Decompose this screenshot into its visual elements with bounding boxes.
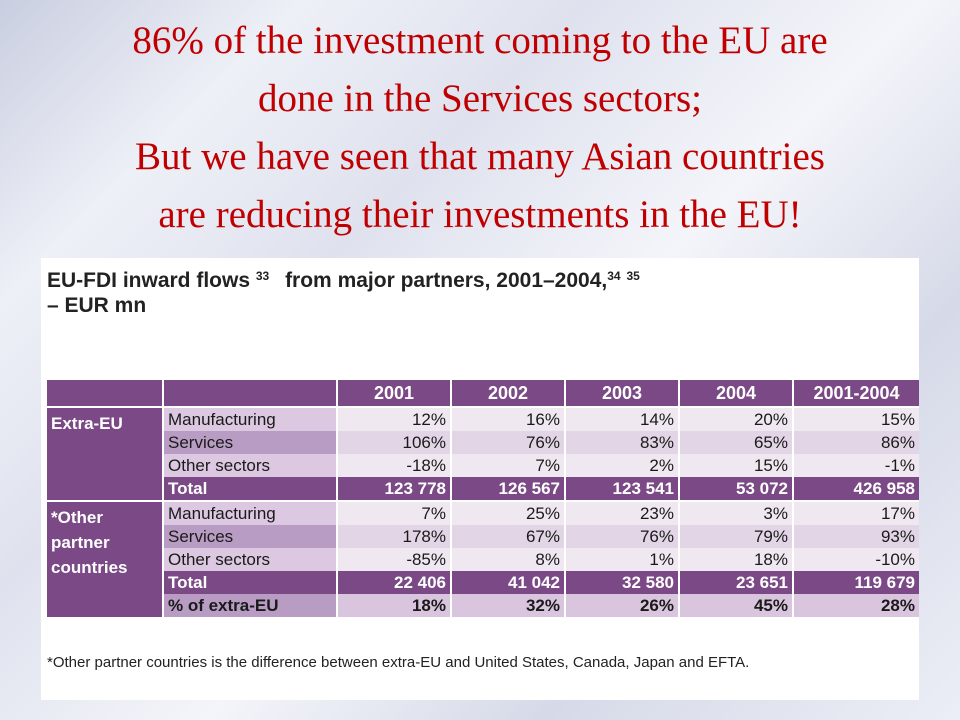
- table-title-part1: EU-FDI inward flows: [47, 269, 251, 292]
- cell: 1%: [566, 548, 678, 571]
- cell: 17%: [794, 502, 919, 525]
- fdi-table: 2001 2002 2003 2004 2001-2004 Extra-EU M…: [45, 380, 919, 617]
- group-label-other-partners: *Other partner countries: [47, 502, 162, 617]
- table-row: Extra-EU Manufacturing 12% 16% 14% 20% 1…: [47, 408, 919, 500]
- cell: 26%: [566, 594, 678, 617]
- table-title: EU-FDI inward flows 33 from major partne…: [47, 268, 917, 318]
- cell: 65%: [680, 431, 792, 454]
- title-line: are reducing their investments in the EU…: [158, 193, 802, 236]
- col-header: 2004: [680, 380, 792, 406]
- title-line: But we have seen that many Asian countri…: [135, 135, 825, 178]
- cell: 93%: [794, 525, 919, 548]
- cell: 14%: [566, 408, 678, 431]
- footnote-ref-35: 35: [626, 269, 640, 283]
- row-label: Services: [164, 525, 336, 548]
- cell: 123 778: [338, 477, 450, 500]
- cell: 16%: [452, 408, 564, 431]
- cell: 83%: [566, 431, 678, 454]
- cell: 22 406: [338, 571, 450, 594]
- col-header: 2003: [566, 380, 678, 406]
- row-label: % of extra-EU: [164, 594, 336, 617]
- cell: 8%: [452, 548, 564, 571]
- footnote-ref-34: 34: [607, 269, 621, 283]
- cell: 2%: [566, 454, 678, 477]
- cell: 12%: [338, 408, 450, 431]
- cell: 123 541: [566, 477, 678, 500]
- cell: 3%: [680, 502, 792, 525]
- table-row: Services 106% 76% 83% 65% 86%: [47, 431, 919, 454]
- cell: 7%: [338, 502, 450, 525]
- cell: 106%: [338, 431, 450, 454]
- col-header: 2001: [338, 380, 450, 406]
- cell: -10%: [794, 548, 919, 571]
- table-row: Services 178% 67% 76% 79% 93%: [47, 525, 919, 548]
- cell: 126 567: [452, 477, 564, 500]
- cell: 15%: [680, 454, 792, 477]
- cell: 32 580: [566, 571, 678, 594]
- header-row: 2001 2002 2003 2004 2001-2004: [47, 380, 919, 406]
- table-row-percent: % of extra-EU 18% 32% 26% 45% 28%: [47, 594, 919, 617]
- title-line: 86% of the investment coming to the EU a…: [132, 19, 828, 62]
- title-line: done in the Services sectors;: [257, 77, 703, 120]
- cell: 18%: [338, 594, 450, 617]
- cell: -1%: [794, 454, 919, 477]
- table-row: Other sectors -18% 7% 2% 15% -1%: [47, 454, 919, 477]
- cell: 28%: [794, 594, 919, 617]
- group-label-extra-eu: Extra-EU: [47, 408, 162, 500]
- cell: 86%: [794, 431, 919, 454]
- cell: 53 072: [680, 477, 792, 500]
- table-row: *Other partner countries Manufacturing 7…: [47, 502, 919, 617]
- cell: 76%: [566, 525, 678, 548]
- cell: 178%: [338, 525, 450, 548]
- col-header: 2001-2004: [794, 380, 919, 406]
- cell: 7%: [452, 454, 564, 477]
- cell: 23 651: [680, 571, 792, 594]
- row-label: Other sectors: [164, 454, 336, 477]
- cell: 426 958: [794, 477, 919, 500]
- row-label: Total: [164, 477, 336, 500]
- table-title-units: – EUR mn: [47, 294, 147, 317]
- cell: 32%: [452, 594, 564, 617]
- footnote-ref-33: 33: [255, 269, 270, 283]
- row-label: Manufacturing: [164, 502, 336, 525]
- cell: 41 042: [452, 571, 564, 594]
- row-label: Services: [164, 431, 336, 454]
- slide-title: 86% of the investment coming to the EU a…: [20, 12, 940, 244]
- table-row: Other sectors -85% 8% 1% 18% -10%: [47, 548, 919, 571]
- cell: 18%: [680, 548, 792, 571]
- table-row-total: Total 22 406 41 042 32 580 23 651 119 67…: [47, 571, 919, 594]
- cell: 67%: [452, 525, 564, 548]
- row-label: Total: [164, 571, 336, 594]
- table-title-part2: from major partners, 2001–2004,: [285, 269, 608, 292]
- cell: 45%: [680, 594, 792, 617]
- cell: 76%: [452, 431, 564, 454]
- cell: 20%: [680, 408, 792, 431]
- table-image-panel: EU-FDI inward flows 33 from major partne…: [41, 258, 919, 700]
- cell: 119 679: [794, 571, 919, 594]
- col-header: 2002: [452, 380, 564, 406]
- row-label: Other sectors: [164, 548, 336, 571]
- cell: 15%: [794, 408, 919, 431]
- cell: 79%: [680, 525, 792, 548]
- cell: -85%: [338, 548, 450, 571]
- table-row-total: Total 123 778 126 567 123 541 53 072 426…: [47, 477, 919, 500]
- table-footnote: *Other partner countries is the differen…: [47, 654, 750, 671]
- cell: 23%: [566, 502, 678, 525]
- row-label: Manufacturing: [164, 408, 336, 431]
- cell: -18%: [338, 454, 450, 477]
- cell: 25%: [452, 502, 564, 525]
